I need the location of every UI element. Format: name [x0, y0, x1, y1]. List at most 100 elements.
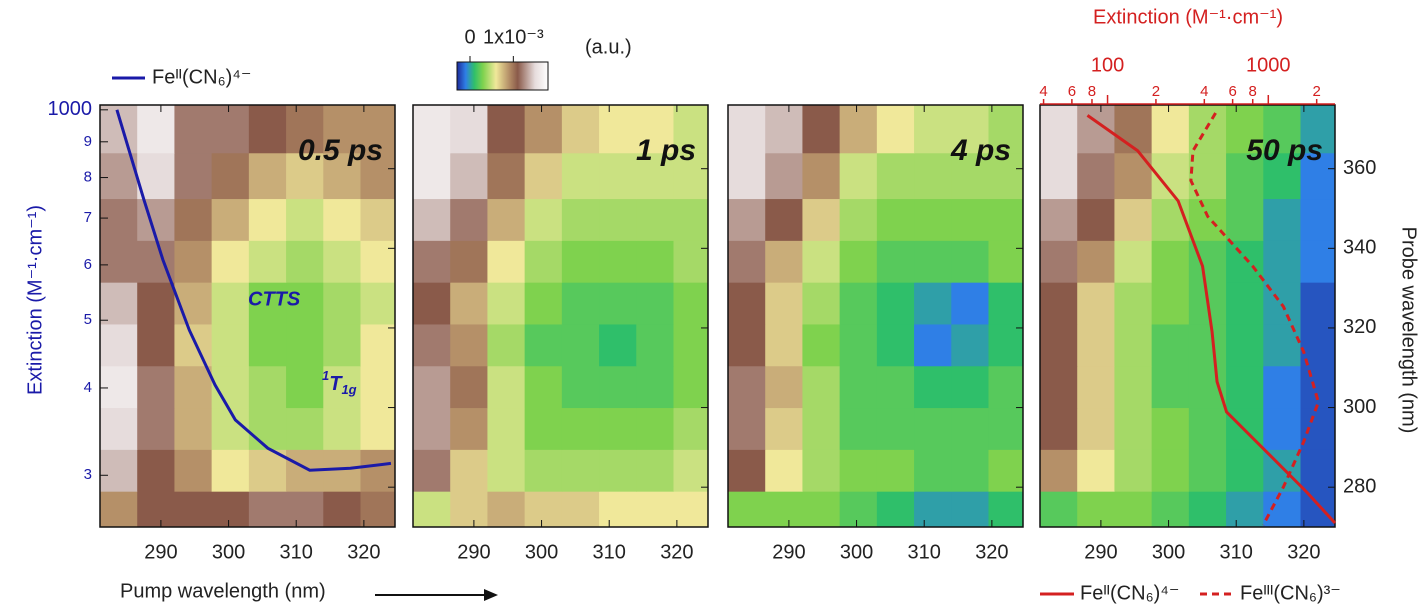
heatmap-cell: [561, 105, 600, 154]
heatmap-cell: [174, 323, 213, 367]
heatmap-cell: [951, 240, 989, 283]
heatmap-cell: [951, 491, 989, 528]
heatmap-cell: [323, 491, 361, 528]
heatmap-cell: [1188, 152, 1227, 200]
heatmap-cell: [636, 105, 674, 154]
heatmap-cell: [323, 323, 361, 367]
heatmap-cell: [1114, 407, 1153, 450]
heatmap-cell: [286, 282, 324, 325]
x-tick-label: 310: [280, 541, 313, 563]
y-axis-label: Probe wavelength (nm): [1398, 227, 1420, 434]
panel-title: 50 ps: [1246, 134, 1323, 167]
heatmap-cell: [487, 407, 526, 450]
extinction-tick-label: 4: [84, 379, 92, 396]
heatmap-cell: [450, 152, 488, 200]
heatmap-cell: [1151, 491, 1190, 528]
heatmap-cell: [211, 323, 250, 367]
heatmap-cell: [914, 198, 952, 241]
heatmap-cell: [1226, 365, 1264, 409]
heatmap-cell: [728, 198, 766, 241]
heatmap-cell: [524, 491, 563, 528]
heatmap-cell: [839, 323, 878, 367]
heatmap-cell: [802, 105, 841, 154]
heatmap-cell: [599, 365, 637, 409]
heatmap-cell: [450, 323, 488, 367]
x-tick-label: 300: [1152, 541, 1185, 563]
heatmap-cell: [248, 152, 287, 200]
heatmap-cell: [450, 365, 488, 409]
heatmap-cell: [951, 365, 989, 409]
top-tick-label: 100: [1091, 54, 1124, 76]
heatmap-cell: [1040, 449, 1078, 492]
heatmap-cell: [1040, 240, 1078, 283]
colorbar-label: (a.u.): [585, 36, 632, 58]
heatmap-cell: [174, 407, 213, 450]
heatmap-cell: [211, 449, 250, 492]
extinction-axis-label: Extinction (M⁻¹·cm⁻¹): [24, 205, 46, 395]
top-tick-label: 2: [1152, 83, 1160, 100]
heatmap-cell: [728, 282, 766, 325]
heatmap-cell: [951, 323, 989, 367]
extinction-tick-label: 1000: [48, 98, 93, 120]
heatmap-cell: [914, 323, 952, 367]
heatmap-cell: [323, 198, 361, 241]
heatmap-cell: [599, 240, 637, 283]
x-tick-label: 290: [772, 541, 805, 563]
heatmap-cell: [1077, 240, 1115, 283]
panel-frame: [727, 104, 1024, 528]
heatmap-cell: [450, 491, 488, 528]
top-tick-label: 8: [1088, 83, 1096, 100]
heatmap-cell: [765, 240, 803, 283]
heatmap-cell: [1077, 323, 1115, 367]
heatmap-cell: [1263, 240, 1301, 283]
heatmap-cell: [1040, 365, 1078, 409]
heatmap-cell: [1114, 105, 1153, 154]
heatmap-cell: [1300, 491, 1336, 528]
heatmap-cell: [1114, 282, 1153, 325]
heatmap-cell: [1226, 449, 1264, 492]
top-tick-label: 8: [1249, 83, 1257, 100]
heatmap-cell: [1151, 240, 1190, 283]
x-tick-label: 300: [525, 541, 558, 563]
heatmap-cell: [1151, 365, 1190, 409]
heatmap-cell: [286, 365, 324, 409]
heatmap-cell: [988, 491, 1024, 528]
heatmap-cell: [728, 365, 766, 409]
panel-frame: [1039, 104, 1336, 528]
extinction-tick-label: 9: [84, 133, 92, 150]
heatmap-cell: [211, 240, 250, 283]
heatmap-cell: [487, 365, 526, 409]
heatmap-cell: [636, 491, 674, 528]
heatmap-cell: [1114, 240, 1153, 283]
heatmap-cell: [1151, 407, 1190, 450]
heatmap-cell: [951, 152, 989, 200]
x-tick-label: 290: [1084, 541, 1117, 563]
heatmap-cell: [360, 323, 396, 367]
heatmap-cell: [561, 152, 600, 200]
heatmap-cell: [1226, 240, 1264, 283]
heatmap-cell: [137, 323, 175, 367]
heatmap-cell: [728, 449, 766, 492]
heatmap-cell: [988, 407, 1024, 450]
extinction-tick-label: 6: [84, 256, 92, 273]
x-tick-label: 310: [908, 541, 941, 563]
heatmap-cell: [286, 323, 324, 367]
heatmap-cell: [561, 282, 600, 325]
heatmap-cell: [524, 198, 563, 241]
heatmap-cell: [174, 365, 213, 409]
heatmap-cell: [728, 105, 766, 154]
heatmap-cell: [876, 198, 915, 241]
y-tick-label: 340: [1343, 237, 1376, 259]
heatmap-cell: [286, 491, 324, 528]
heatmap-cell: [1300, 240, 1336, 283]
heatmap-cell: [1077, 198, 1115, 241]
heatmap-cell: [487, 152, 526, 200]
annotation-part: T: [329, 373, 343, 395]
heatmap-cell: [988, 240, 1024, 283]
heatmap-cell: [988, 105, 1024, 154]
heatmap-cell: [248, 365, 287, 409]
heatmap-cell: [599, 198, 637, 241]
heatmap-cell: [1226, 323, 1264, 367]
heatmap-cell: [876, 240, 915, 283]
heatmap-cell: [839, 240, 878, 283]
